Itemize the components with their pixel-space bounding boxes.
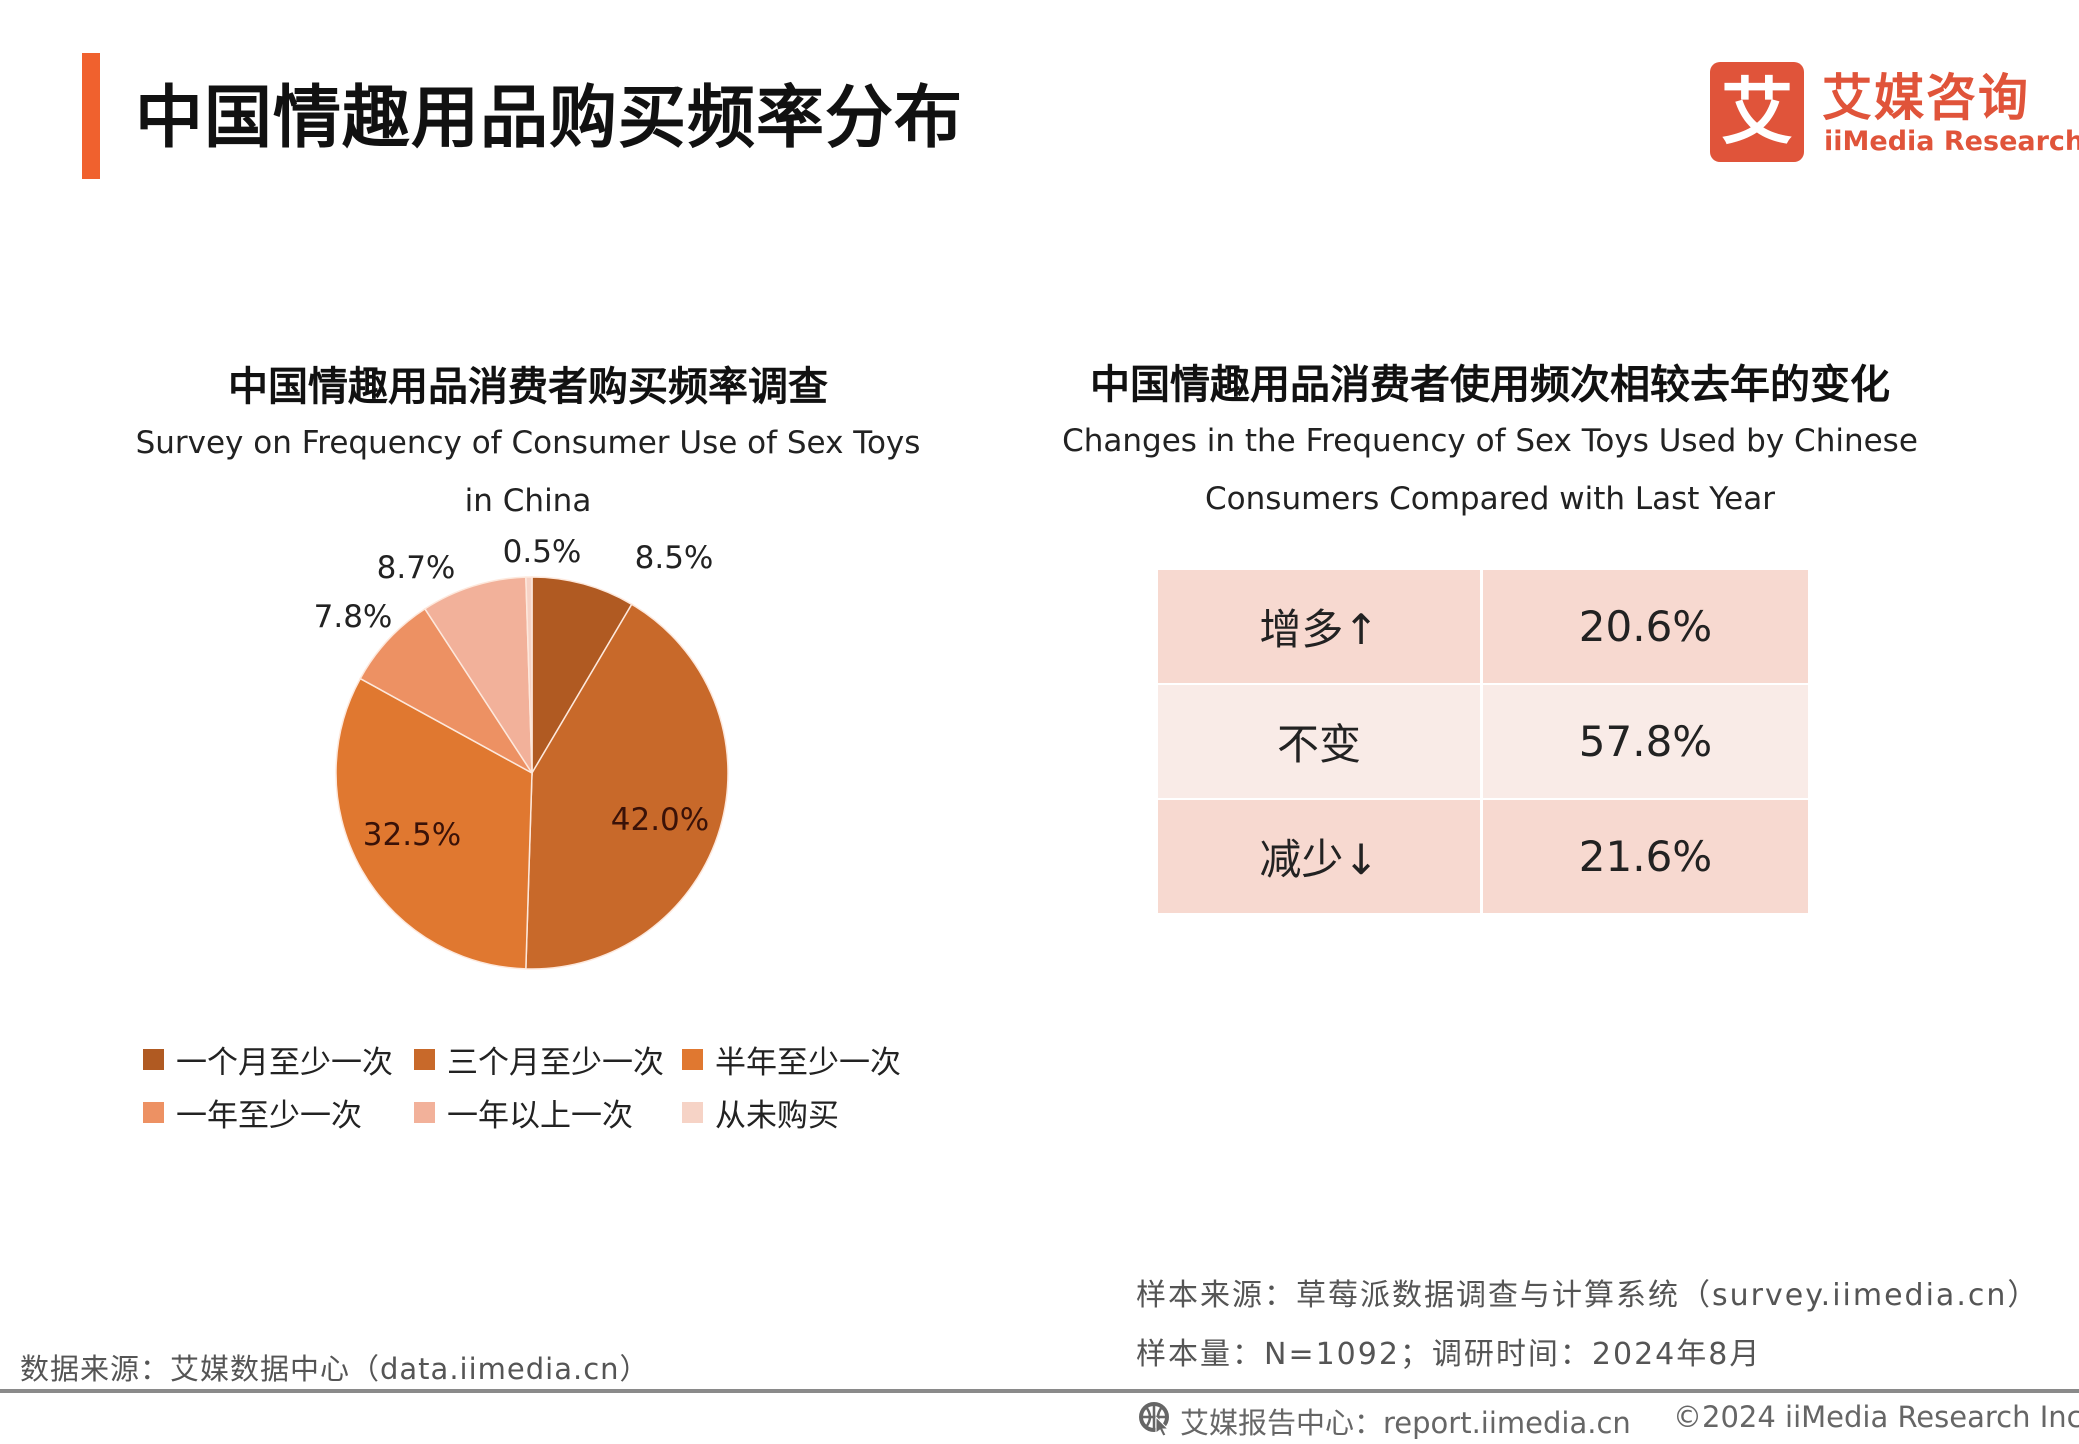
legend-label: 一个月至少一次 bbox=[176, 1045, 393, 1081]
table-row-decrease: 减少↓ 21.6% bbox=[1158, 800, 1808, 913]
table-row-unchanged: 不变 57.8% bbox=[1158, 685, 1808, 798]
footer-divider bbox=[0, 1389, 2079, 1393]
pie-data-label: 8.7% bbox=[376, 550, 456, 586]
legend-swatch bbox=[682, 1049, 703, 1070]
legend-label: 从未购买 bbox=[715, 1098, 839, 1134]
legend-item: 一年以上一次 bbox=[414, 1090, 633, 1135]
legend-swatch bbox=[414, 1049, 435, 1070]
logo-en-text: iiMedia Research bbox=[1824, 126, 2079, 157]
data-source-note: 数据来源：艾媒数据中心（data.iimedia.cn） bbox=[20, 1352, 650, 1386]
legend-item: 三个月至少一次 bbox=[414, 1037, 664, 1082]
legend-label: 三个月至少一次 bbox=[447, 1045, 664, 1081]
pie-data-label: 7.8% bbox=[313, 599, 393, 635]
pie-slice-1 bbox=[531, 576, 633, 776]
legend-swatch bbox=[143, 1102, 164, 1123]
report-center-link[interactable]: 艾媒报告中心：report.iimedia.cn bbox=[1180, 1406, 1631, 1440]
table-subtitle: Changes in the Frequency of Sex Toys Use… bbox=[1062, 423, 1918, 517]
legend-item: 一个月至少一次 bbox=[143, 1037, 393, 1082]
pie-slice-2 bbox=[525, 603, 729, 970]
pie-data-label: 0.5% bbox=[502, 534, 582, 570]
legend-swatch bbox=[143, 1049, 164, 1070]
legend-swatch bbox=[414, 1102, 435, 1123]
row-label: 不变 bbox=[1158, 685, 1480, 798]
globe-cursor-icon bbox=[1138, 1401, 1172, 1444]
pie-slice-5 bbox=[423, 576, 533, 776]
legend-item: 从未购买 bbox=[682, 1090, 839, 1135]
logo-mark: 艾 bbox=[1710, 62, 1804, 162]
page-title: 中国情趣用品购买频率分布 bbox=[135, 79, 964, 158]
pie-data-label: 8.5% bbox=[634, 540, 714, 576]
copyright: ©2024 iiMedia Research Inc bbox=[1673, 1400, 2079, 1434]
iimedia-logo: 艾 艾媒咨询 iiMedia Research bbox=[1710, 62, 2079, 164]
logo-cn-text: 艾媒咨询 bbox=[1822, 69, 2030, 127]
pie-chart-title: 中国情趣用品消费者购买频率调查 bbox=[228, 364, 828, 410]
legend-label: 一年以上一次 bbox=[447, 1098, 633, 1134]
sample-size-note: 样本量：N=1092；调研时间：2024年8月 bbox=[1136, 1337, 1762, 1372]
sample-source-note: 样本来源：草莓派数据调查与计算系统（survey.iimedia.cn） bbox=[1136, 1278, 2040, 1313]
row-label: 增多↑ bbox=[1158, 570, 1480, 683]
row-value: 20.6% bbox=[1483, 570, 1808, 683]
pie-data-label: 32.5% bbox=[362, 817, 462, 853]
legend-item: 半年至少一次 bbox=[682, 1037, 901, 1082]
table-row-increase: 增多↑ 20.6% bbox=[1158, 570, 1808, 683]
legend-item: 一年至少一次 bbox=[143, 1090, 362, 1135]
row-value: 21.6% bbox=[1483, 800, 1808, 913]
pie-data-label: 42.0% bbox=[610, 802, 710, 838]
row-value: 57.8% bbox=[1483, 685, 1808, 798]
change-table: 增多↑ 20.6% 不变 57.8% 减少↓ 21.6% bbox=[1158, 570, 1808, 915]
legend-swatch bbox=[682, 1102, 703, 1123]
row-label: 减少↓ bbox=[1158, 800, 1480, 913]
pie-slice-6 bbox=[525, 576, 533, 774]
pie-chart-subtitle: Survey on Frequency of Consumer Use of S… bbox=[135, 425, 921, 519]
table-title: 中国情趣用品消费者使用频次相较去年的变化 bbox=[1090, 362, 1890, 408]
title-accent-bar bbox=[82, 53, 100, 179]
legend-label: 一年至少一次 bbox=[176, 1098, 362, 1134]
legend-label: 半年至少一次 bbox=[715, 1045, 901, 1081]
